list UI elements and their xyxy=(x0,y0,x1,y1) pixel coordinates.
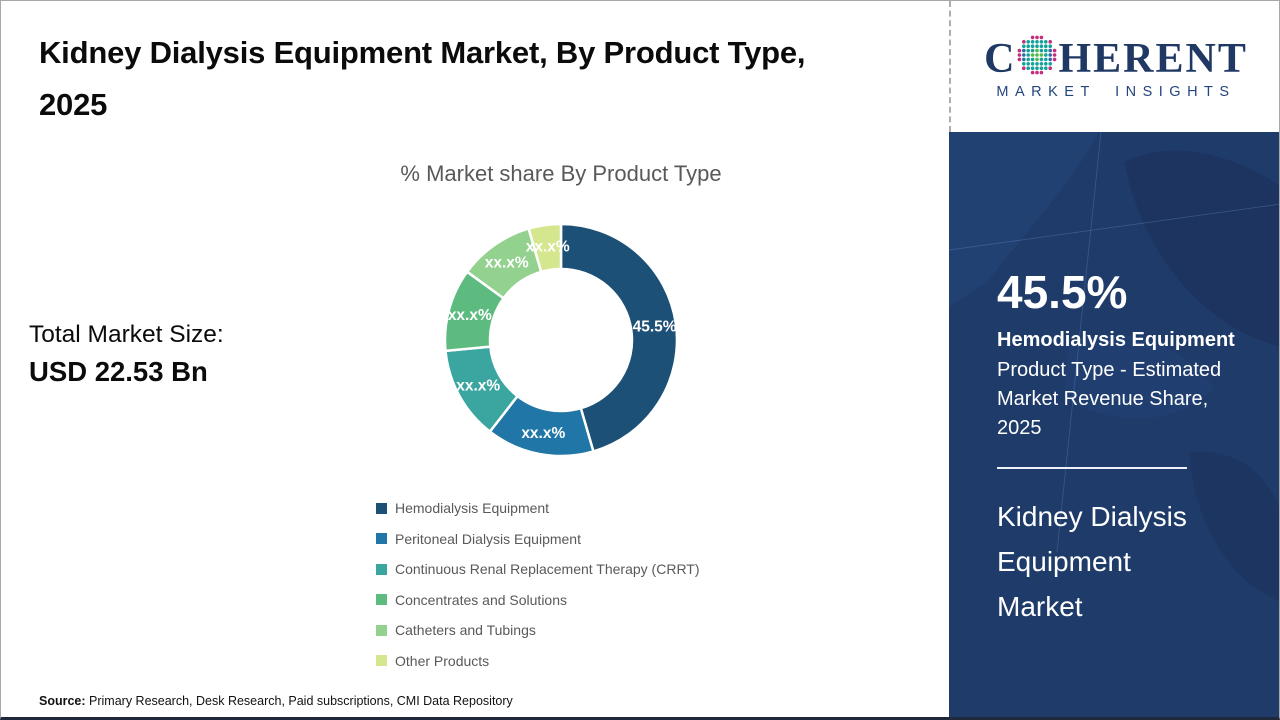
sidebar: C HERENT MARKET INSIGHTS 45.5% Hemodialys… xyxy=(949,1,1279,717)
source-text: Primary Research, Desk Research, Paid su… xyxy=(85,694,513,708)
source-note: Source: Primary Research, Desk Research,… xyxy=(39,694,513,708)
brand-logo: C HERENT MARKET INSIGHTS xyxy=(949,1,1279,132)
coherent-globe-icon xyxy=(1018,35,1057,74)
brand-letter-c: C xyxy=(984,35,1017,82)
legend-swatch-icon xyxy=(376,624,387,636)
donut-slice-label: 45.5% xyxy=(633,319,677,336)
legend-swatch-icon xyxy=(376,594,387,606)
donut-slice-label: xx.x% xyxy=(526,238,570,255)
legend-label: Catheters and Tubings xyxy=(395,622,536,639)
total-market-size-block: Total Market Size: USD 22.53 Bn xyxy=(29,321,224,388)
donut-chart-svg: 45.5%xx.x%xx.x%xx.x%xx.x%xx.x% xyxy=(443,222,679,458)
legend-swatch-icon xyxy=(376,655,387,667)
legend-item: Catheters and Tubings xyxy=(376,615,700,646)
legend-label: Concentrates and Solutions xyxy=(395,591,567,608)
legend-item: Other Products xyxy=(376,646,700,677)
highlight-stat-description: Product Type - Estimated Market Revenue … xyxy=(997,359,1222,439)
legend-label: Continuous Renal Replacement Therapy (CR… xyxy=(395,561,700,578)
donut-chart: 45.5% xx.x% xx.x% xx.x% xx.x% xx.x% xyxy=(443,222,679,458)
legend-item: Concentrates and Solutions xyxy=(376,585,700,616)
brand-letters-rest: HERENT xyxy=(1058,35,1248,82)
brand-wordmark: C HERENT xyxy=(984,34,1248,81)
highlight-stat-title: Hemodialysis Equipment xyxy=(997,329,1235,351)
donut-slice-0 xyxy=(559,222,679,453)
chart-title: % Market share By Product Type xyxy=(400,161,722,186)
legend-swatch-icon xyxy=(376,533,387,545)
legend-item: Hemodialysis Equipment xyxy=(376,493,700,524)
report-title: Kidney Dialysis Equipment Market xyxy=(997,501,1187,622)
donut-slice-label: xx.x% xyxy=(521,425,565,442)
brand-tagline: MARKET INSIGHTS xyxy=(996,83,1236,100)
legend-swatch-icon xyxy=(376,563,387,575)
legend-label: Peritoneal Dialysis Equipment xyxy=(395,530,581,547)
donut-slice-label: xx.x% xyxy=(456,378,500,395)
donut-slice-label: xx.x% xyxy=(448,307,492,324)
world-map-texture xyxy=(949,132,1279,602)
chart-legend: Hemodialysis Equipment Peritoneal Dialys… xyxy=(376,493,700,676)
donut-slice-label: xx.x% xyxy=(485,255,529,272)
legend-swatch-icon xyxy=(376,502,387,514)
divider xyxy=(997,467,1187,469)
source-label: Source: xyxy=(39,694,86,708)
page-title: Kidney Dialysis Equipment Market, By Pro… xyxy=(39,35,806,122)
sidebar-body: 45.5% Hemodialysis Equipment Product Typ… xyxy=(949,132,1279,717)
legend-item: Peritoneal Dialysis Equipment xyxy=(376,524,700,555)
total-market-size-value: USD 22.53 Bn xyxy=(29,356,208,387)
highlight-stat-value: 45.5% xyxy=(997,266,1128,318)
total-market-size-label: Total Market Size: xyxy=(29,321,224,348)
donut-slice-5 xyxy=(527,222,563,274)
legend-item: Continuous Renal Replacement Therapy (CR… xyxy=(376,554,700,585)
legend-label: Other Products xyxy=(395,652,490,669)
legend-label: Hemodialysis Equipment xyxy=(395,500,550,517)
